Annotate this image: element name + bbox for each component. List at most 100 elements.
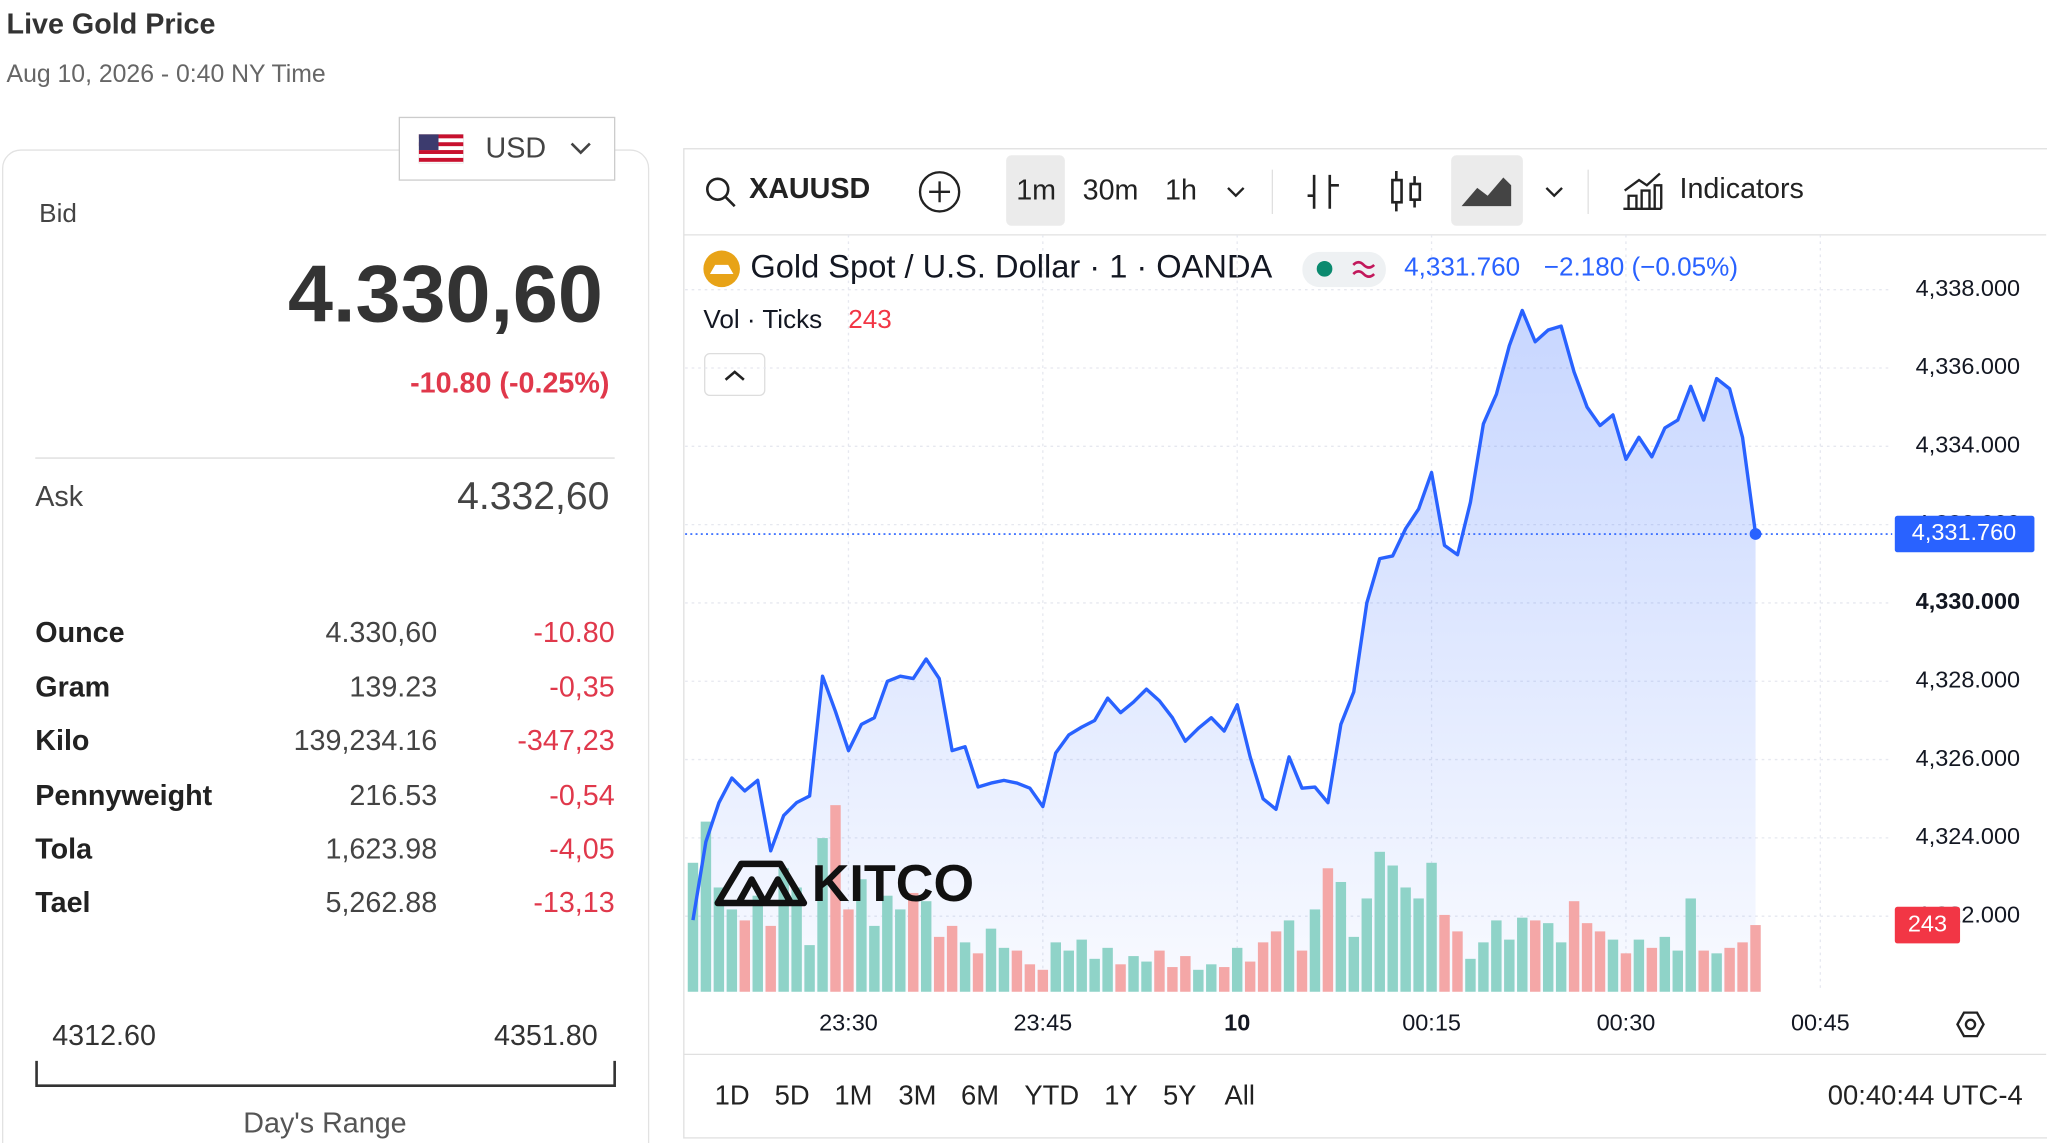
volume-bar	[895, 909, 906, 992]
volume-bar	[1206, 964, 1217, 992]
x-tick-label: 00:15	[1402, 1010, 1461, 1036]
volume-bar	[1646, 947, 1658, 992]
unit: Gram	[35, 672, 110, 704]
volume-bar	[1141, 961, 1152, 992]
volume-bar	[1076, 939, 1087, 992]
settings-icon[interactable]	[1956, 1011, 1985, 1038]
volume-bar	[830, 805, 841, 992]
range-button[interactable]: YTD	[1024, 1080, 1079, 1111]
volume-bar	[1555, 942, 1567, 992]
range-button[interactable]: 5Y	[1163, 1080, 1197, 1111]
range-button[interactable]: All	[1225, 1080, 1255, 1111]
volume-bar	[1659, 936, 1671, 992]
symbol-search[interactable]: XAUUSD	[706, 173, 870, 208]
volume-bar	[1478, 942, 1489, 992]
volume-bar	[804, 945, 815, 992]
volume-bar	[778, 868, 789, 992]
volume-bar	[1257, 942, 1269, 992]
volume-bar	[1296, 950, 1308, 992]
unit-price: 1,623.98	[326, 833, 438, 865]
x-tick-label: 00:45	[1791, 1010, 1850, 1036]
unit-price: 139,234.16	[294, 725, 438, 757]
compare-button[interactable]	[918, 171, 961, 213]
range-button[interactable]: 1M	[834, 1080, 872, 1111]
range-button[interactable]: 1D	[715, 1080, 750, 1111]
volume-bar	[1322, 868, 1334, 992]
volume-bar	[1219, 967, 1230, 992]
volume-bar	[908, 892, 919, 992]
symbol[interactable]: XAUUSD	[749, 173, 870, 205]
chevron[interactable]	[1545, 187, 1563, 198]
price-area	[692, 310, 1756, 992]
range-button[interactable]: 6M	[961, 1080, 999, 1111]
legend-change: −2.180 (−0.05%)	[1544, 252, 1738, 282]
indicators-button[interactable]: Indicators	[1679, 173, 1803, 205]
volume-bar	[985, 928, 997, 992]
y-tick-label: 4,326.000	[1916, 745, 2020, 771]
legend-price: 4,331.760	[1404, 252, 1520, 282]
unit: Kilo	[35, 725, 89, 757]
currency-label[interactable]: USD	[485, 133, 546, 165]
volume-bar	[959, 942, 971, 992]
volume-bar	[1672, 950, 1683, 992]
volume-bar	[1193, 969, 1204, 992]
range-bracket	[35, 1060, 616, 1088]
volume-legend-value: 243	[848, 304, 892, 334]
volume-bar	[1491, 920, 1502, 992]
price-card	[1, 149, 650, 1143]
y-tick-label: 4,336.000	[1916, 353, 2020, 379]
volume-bar	[739, 920, 751, 992]
chevron	[570, 142, 591, 155]
unit-change: -0,35	[549, 672, 614, 704]
bid-label: Bid	[39, 198, 77, 228]
interval[interactable]: 1h	[1165, 174, 1197, 206]
interval[interactable]: 30m	[1083, 174, 1139, 206]
volume-bar	[1050, 942, 1062, 992]
settings-icon-core	[1964, 1018, 1977, 1031]
volume-bar	[1413, 898, 1424, 992]
unit-price: 139.23	[349, 672, 437, 704]
range-button[interactable]: 1Y	[1104, 1080, 1138, 1111]
volume-bar	[1530, 920, 1541, 992]
volume-bar	[1011, 950, 1023, 992]
bars-icon[interactable]	[1307, 174, 1339, 209]
plot-area: 4,322.0004,324.0004,326.0004,328.0004,33…	[685, 234, 2035, 1036]
interval[interactable]: 1m	[1016, 174, 1056, 206]
y-tick-label: 4,334.000	[1916, 432, 2020, 458]
volume-bar	[1361, 898, 1372, 992]
volume-bar	[1335, 881, 1347, 992]
last-point	[1749, 528, 1762, 540]
candles-icon[interactable]	[1391, 170, 1422, 212]
volume-tag	[1894, 906, 1961, 944]
volume-bar	[1167, 967, 1178, 992]
volume-bar	[1387, 865, 1398, 992]
volume-bar	[972, 953, 984, 992]
range-label: Day's Range	[243, 1107, 406, 1139]
volume-bar	[1685, 898, 1696, 992]
ask-label: Ask	[35, 481, 83, 513]
volume-bar	[1724, 947, 1735, 992]
indicators-icon[interactable]	[1623, 172, 1663, 210]
volume-bar	[1426, 862, 1437, 992]
chart-type-active[interactable]	[1451, 155, 1523, 226]
unit: Tael	[35, 887, 90, 919]
ask-price: 4.332,60	[457, 475, 609, 518]
volume-bar	[1037, 969, 1049, 992]
collapse-legend[interactable]	[704, 352, 766, 397]
volume-bar	[1594, 931, 1606, 992]
x-tick-label: 10	[1224, 1010, 1250, 1036]
range-button[interactable]: 5D	[775, 1080, 810, 1111]
series-legend: Gold Spot / U.S. Dollar · 1 · OANDA	[750, 247, 1272, 284]
chevron[interactable]	[1227, 187, 1245, 198]
volume-tag-label: 243	[1908, 910, 1947, 936]
volume-bar	[765, 925, 776, 992]
price-line	[691, 308, 1758, 921]
volume-bar	[1568, 901, 1580, 992]
unit: Pennyweight	[35, 780, 212, 812]
volume-bar	[1750, 925, 1761, 992]
volume-bar	[1063, 950, 1074, 992]
area-icon	[1461, 177, 1512, 207]
volume-bar	[791, 887, 802, 992]
volume-bar	[817, 838, 828, 992]
range-button[interactable]: 3M	[898, 1080, 936, 1111]
